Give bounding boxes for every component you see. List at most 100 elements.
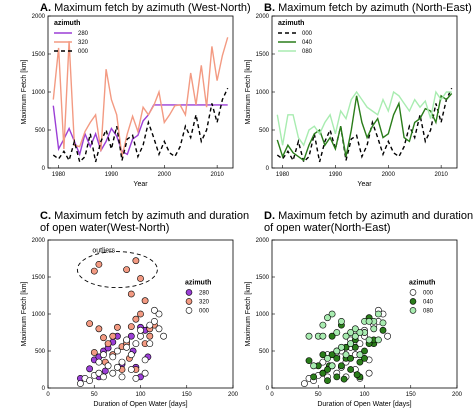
legend-label: 000 [302, 31, 313, 37]
scatter-point-000 [118, 373, 126, 381]
scatter-point-080 [351, 325, 359, 333]
scatter-point-080 [310, 362, 317, 370]
scatter-point-280 [86, 365, 93, 373]
scatter-point-040 [319, 351, 327, 359]
panel-title-line2-D: of open water(North-East) [264, 222, 391, 234]
scatter-point-040 [333, 354, 341, 362]
scatter-point-000 [300, 380, 308, 387]
series-line-000 [52, 87, 229, 164]
scatter-point-000 [114, 363, 121, 371]
scatter-point-080 [342, 351, 350, 359]
scatter-point-040 [361, 347, 368, 355]
scatter-point-000 [100, 373, 107, 381]
scatter-point-000 [137, 326, 144, 334]
scatter-point-320 [127, 323, 135, 330]
y-tick-label: 2000 [32, 238, 46, 244]
panel-title-text: Maximum fetch by azimuth and duration [278, 210, 473, 222]
scatter-point-000 [109, 369, 117, 377]
panel-title-line2-C: of open water(West-North) [40, 222, 169, 234]
scatter-point-040 [324, 366, 331, 373]
y-axis-label: Maximum Fetch [km] [245, 59, 252, 124]
y-tick-label: 1500 [32, 275, 46, 281]
x-tick-label: 2010 [434, 172, 448, 178]
series-line-320 [52, 37, 229, 157]
scatter-point-080 [333, 329, 341, 336]
scatter-point-080 [365, 317, 373, 325]
legend-swatch [185, 307, 193, 314]
legend-label: 000 [78, 49, 89, 55]
scatter-point-080 [337, 343, 345, 351]
scatter-point-000 [141, 356, 149, 364]
scatter-point-000 [150, 306, 158, 314]
x-tick-label: 150 [406, 392, 417, 398]
scatter-point-080 [324, 314, 331, 322]
scatter-point-040 [351, 343, 359, 351]
scatter-point-000 [86, 377, 93, 384]
y-tick-label: 500 [35, 349, 46, 355]
scatter-point-000 [150, 317, 158, 325]
panel-C: C. Maximum fetch by azimuth and duration… [21, 210, 249, 408]
scatter-point-000 [132, 340, 140, 347]
x-tick-label: 0 [270, 392, 274, 398]
scatter-point-080 [333, 347, 341, 355]
scatter-point-040 [347, 366, 354, 373]
legend-label: 000 [423, 290, 434, 296]
x-axis-label: Year [133, 181, 148, 188]
x-tick-label: 1980 [52, 172, 66, 178]
scatter-point-320 [132, 315, 140, 323]
scatter-point-080 [351, 332, 359, 340]
x-tick-label: 2010 [210, 172, 224, 178]
scatter-point-320 [104, 340, 112, 347]
scatter-point-080 [370, 325, 378, 333]
scatter-point-000 [118, 358, 126, 366]
scatter-point-000 [141, 369, 149, 377]
scatter-point-320 [100, 334, 107, 342]
scatter-point-040 [361, 354, 368, 362]
panel-title-text: Maximum fetch by azimuth (North-East) [278, 2, 472, 14]
x-tick-label: 0 [46, 392, 50, 398]
y-tick-label: 0 [266, 386, 270, 392]
scatter-point-320 [114, 323, 121, 331]
panel-D: D. Maximum fetch by azimuth and duration… [245, 210, 473, 408]
panel-B: B. Maximum fetch by azimuth (North-East)… [245, 2, 472, 188]
legend-swatch [185, 298, 193, 305]
scatter-point-040 [353, 371, 361, 379]
y-tick-label: 2000 [256, 238, 270, 244]
scatter-point-320 [141, 297, 149, 305]
scatter-point-000 [319, 358, 327, 366]
y-tick-label: 0 [266, 166, 270, 172]
scatter-point-080 [319, 321, 327, 329]
scatter-point-000 [127, 351, 135, 359]
series-line-040 [276, 93, 453, 162]
scatter-point-000 [123, 336, 130, 344]
scatter-point-320 [132, 257, 140, 265]
x-tick-label: 200 [228, 392, 239, 398]
scatter-point-080 [374, 310, 382, 318]
scatter-point-080 [347, 340, 354, 347]
scatter-point-080 [365, 336, 373, 344]
y-tick-label: 500 [35, 128, 46, 134]
scatter-point-320 [127, 290, 135, 298]
scatter-point-000 [137, 332, 144, 340]
scatter-point-040 [324, 377, 331, 384]
scatter-point-320 [90, 267, 98, 275]
series-line-080 [276, 90, 452, 147]
series-line-280 [52, 104, 228, 157]
panel-A: A. Maximum fetch by azimuth (West-North)… [21, 2, 251, 188]
y-tick-label: 1000 [256, 312, 270, 318]
outliers-label: outliers [92, 248, 115, 255]
scatter-point-000 [123, 343, 130, 351]
panel-title-text: Maximum fetch by azimuth (West-North) [54, 2, 251, 14]
x-tick-label: 1990 [329, 172, 343, 178]
x-tick-label: 2000 [382, 172, 396, 178]
scatter-point-000 [365, 369, 373, 377]
y-axis-label: Maximum Fetch [km] [21, 59, 28, 124]
x-tick-label: 150 [182, 392, 193, 398]
y-tick-label: 1500 [256, 52, 270, 58]
x-tick-label: 200 [452, 392, 463, 398]
panel-letter: A. [40, 2, 54, 14]
scatter-point-000 [127, 366, 135, 373]
scatter-point-080 [319, 332, 327, 340]
scatter-point-320 [109, 332, 117, 340]
